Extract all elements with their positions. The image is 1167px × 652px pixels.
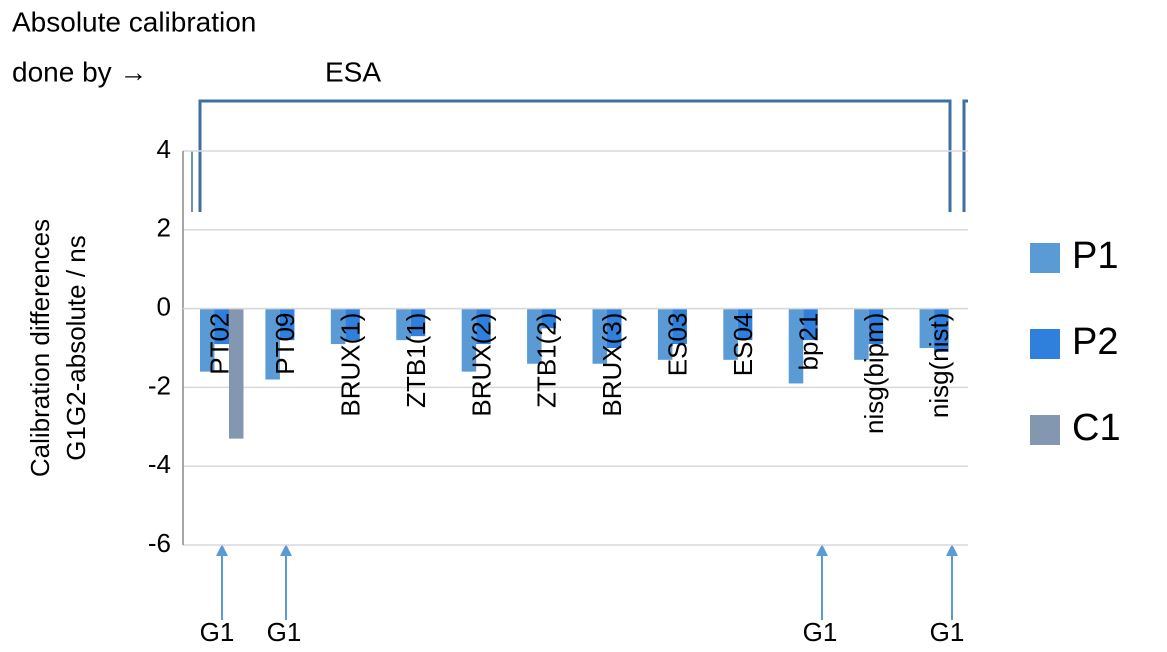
annotation: G1	[267, 617, 302, 647]
bar	[592, 308, 607, 364]
y-tick-label: -4	[148, 449, 171, 479]
arrow-head	[280, 544, 292, 556]
bar	[229, 308, 244, 439]
x-tick-label: BRUX(1)	[335, 313, 365, 417]
bar	[410, 308, 426, 337]
x-tick-label: nisg(nist)	[924, 313, 954, 418]
y-tick-label: -2	[148, 370, 171, 400]
x-tick-label-group: bp21	[793, 313, 823, 371]
annotation: G1	[200, 617, 235, 647]
bar	[723, 308, 738, 360]
x-tick-label-group: nisg(bipm)	[859, 313, 889, 434]
x-tick-label: nisg(bipm)	[859, 313, 889, 434]
y-axis-title-line: Calibration differences	[25, 219, 55, 477]
arrow-head	[816, 544, 828, 556]
bar	[200, 308, 215, 372]
x-tick-label: BRUX(3)	[597, 313, 627, 417]
x-tick-label: bp21	[793, 313, 823, 371]
annotation: G1	[803, 617, 838, 647]
x-tick-label: ES03	[663, 313, 693, 377]
bar	[803, 308, 818, 341]
x-tick-label-group: ZTB1(1)	[401, 313, 431, 408]
x-tick-label-group: BRUX(2)	[466, 313, 496, 417]
x-tick-label: ES04	[728, 313, 758, 377]
bar	[854, 308, 869, 360]
arrow-head	[216, 544, 228, 556]
bar	[672, 308, 687, 345]
arrow-heads	[216, 544, 958, 556]
bar	[265, 308, 280, 380]
bar	[396, 308, 411, 341]
annotation: G1	[930, 617, 965, 647]
bar	[461, 308, 477, 372]
x-tick-label-group: nisg(nist)	[924, 313, 954, 418]
y-tick-label: 2	[157, 213, 171, 243]
legend-label: P2	[1072, 321, 1118, 363]
x-tick-label: PT02	[205, 313, 235, 375]
bar	[279, 308, 295, 341]
y-axis-title-line: G1G2-absolute / ns	[61, 235, 91, 460]
x-tick-label: PT09	[270, 313, 300, 375]
x-tick-label-group: ES04	[728, 313, 758, 377]
y-axis-title: Calibration differences G1G2-absolute / …	[25, 219, 91, 477]
legend-swatch	[1030, 415, 1060, 445]
bar	[345, 308, 360, 341]
annotation: ESA	[325, 56, 381, 87]
bar	[541, 308, 557, 329]
y-tick-label: 0	[157, 291, 171, 321]
x-tick-label-group: BRUX(1)	[335, 313, 365, 417]
legend-swatch	[1030, 329, 1060, 359]
legend-swatch	[1030, 243, 1060, 273]
annotation: done by →	[12, 56, 147, 87]
x-tick-label-group: BRUX(3)	[597, 313, 627, 417]
x-tick-label-group: PT09	[270, 313, 300, 375]
legend-label: P1	[1072, 235, 1118, 277]
bar	[868, 308, 884, 345]
bar	[934, 308, 949, 352]
bar	[657, 308, 673, 360]
bar	[214, 308, 229, 345]
arrows	[221, 550, 953, 620]
y-tick-label: 4	[157, 134, 171, 164]
bar	[527, 308, 542, 364]
bar	[330, 308, 346, 345]
bar	[476, 308, 491, 345]
arrow-head	[946, 544, 958, 556]
legend-label: C1	[1072, 407, 1121, 449]
x-tick-label-group: ZTB1(2)	[532, 313, 562, 408]
bar	[788, 308, 804, 384]
y-tick-label: -6	[148, 528, 171, 558]
x-tick-label: ZTB1(1)	[401, 313, 431, 408]
bracket	[198, 99, 968, 212]
bar	[607, 308, 622, 348]
bar	[919, 308, 935, 348]
annotation: Absolute calibration	[12, 6, 256, 37]
x-tick-label-group: PT02	[205, 313, 235, 375]
x-tick-label: ZTB1(2)	[532, 313, 562, 408]
x-tick-label: BRUX(2)	[466, 313, 496, 417]
bar	[737, 308, 753, 341]
x-tick-label-group: ES03	[663, 313, 693, 377]
